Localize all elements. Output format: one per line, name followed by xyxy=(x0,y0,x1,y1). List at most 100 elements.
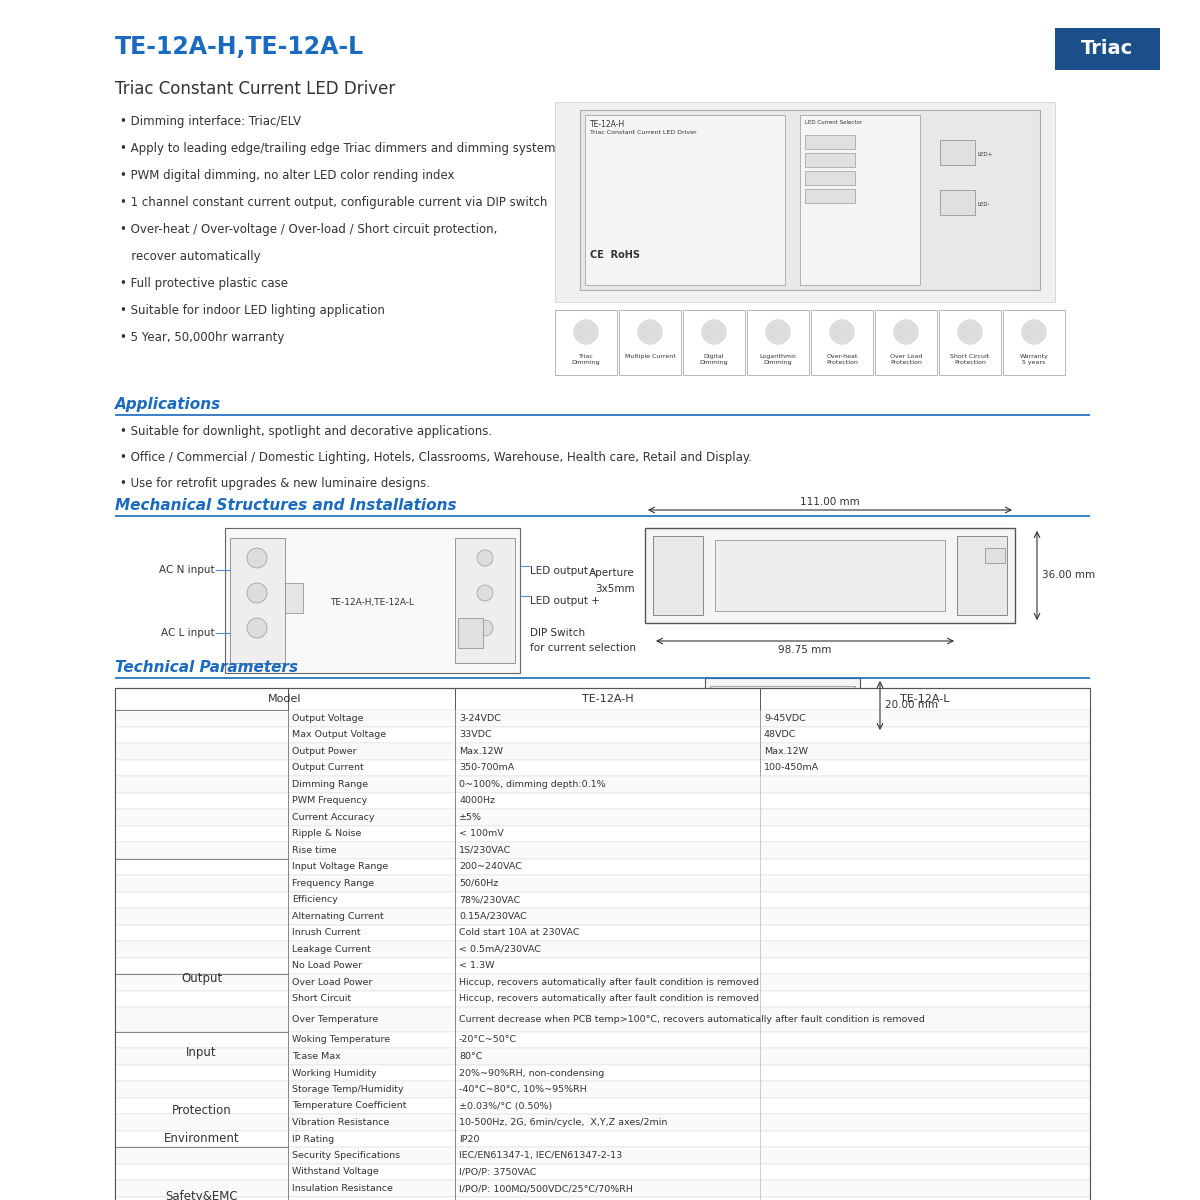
Text: for current selection: for current selection xyxy=(530,643,636,653)
Text: 0~100%, dimming depth:0.1%: 0~100%, dimming depth:0.1% xyxy=(458,780,606,788)
Text: • 1 channel constant current output, configurable current via DIP switch: • 1 channel constant current output, con… xyxy=(120,196,547,209)
Text: DIP Switch: DIP Switch xyxy=(530,628,586,638)
Bar xyxy=(115,875,1090,892)
Text: Max Output Voltage: Max Output Voltage xyxy=(292,731,386,739)
Circle shape xyxy=(894,320,918,344)
Bar xyxy=(115,958,1090,974)
Text: No Load Power: No Load Power xyxy=(292,961,362,971)
Text: Safety&EMC: Safety&EMC xyxy=(166,1190,238,1200)
Text: 10-500Hz, 2G, 6min/cycle,  X,Y,Z axes/2min: 10-500Hz, 2G, 6min/cycle, X,Y,Z axes/2mi… xyxy=(458,1118,667,1127)
Circle shape xyxy=(766,320,790,344)
Bar xyxy=(653,536,703,614)
Bar xyxy=(115,688,1090,710)
Text: Insulation Resistance: Insulation Resistance xyxy=(292,1184,392,1193)
Circle shape xyxy=(1022,320,1046,344)
Text: LED Current Selector: LED Current Selector xyxy=(805,120,862,125)
Bar xyxy=(619,310,682,374)
Text: ±0.03%/°C (0.50%): ±0.03%/°C (0.50%) xyxy=(458,1102,552,1110)
Text: 9-45VDC: 9-45VDC xyxy=(764,714,805,722)
Text: < 0.5mA/230VAC: < 0.5mA/230VAC xyxy=(458,944,541,954)
Bar xyxy=(940,140,974,164)
Text: Triac
Dimming: Triac Dimming xyxy=(571,354,600,365)
Text: 200~240VAC: 200~240VAC xyxy=(458,863,522,871)
Text: 80°C: 80°C xyxy=(458,1052,482,1061)
Text: Frequency Range: Frequency Range xyxy=(292,878,374,888)
Text: • PWM digital dimming, no alter LED color rending index: • PWM digital dimming, no alter LED colo… xyxy=(120,169,455,182)
Circle shape xyxy=(247,583,266,602)
Text: Warranty
5 years: Warranty 5 years xyxy=(1020,354,1049,365)
Bar xyxy=(811,310,874,374)
Text: Cold start 10A at 230VAC: Cold start 10A at 230VAC xyxy=(458,929,580,937)
Text: 48VDC: 48VDC xyxy=(764,731,797,739)
Text: -40°C~80°C, 10%~95%RH: -40°C~80°C, 10%~95%RH xyxy=(458,1085,587,1094)
Bar xyxy=(115,1007,1090,1032)
Text: I/PO/P: 100MΩ/500VDC/25°C/70%RH: I/PO/P: 100MΩ/500VDC/25°C/70%RH xyxy=(458,1184,632,1193)
Bar xyxy=(115,726,1090,743)
Bar xyxy=(554,102,1055,302)
Text: 20.00 mm: 20.00 mm xyxy=(886,701,938,710)
Circle shape xyxy=(830,320,854,344)
Text: Output Current: Output Current xyxy=(292,763,364,773)
Text: Temperature Coefficient: Temperature Coefficient xyxy=(292,1102,407,1110)
Text: 98.75 mm: 98.75 mm xyxy=(779,646,832,655)
Bar xyxy=(115,760,1090,776)
Text: Over Temperature: Over Temperature xyxy=(292,1015,378,1024)
Text: I/PO/P: 3750VAC: I/PO/P: 3750VAC xyxy=(458,1168,536,1176)
Text: Hiccup, recovers automatically after fault condition is removed: Hiccup, recovers automatically after fau… xyxy=(458,978,760,986)
Bar xyxy=(985,548,1006,563)
Text: Current Accuracy: Current Accuracy xyxy=(292,812,374,822)
Bar xyxy=(875,310,937,374)
Bar xyxy=(115,809,1090,826)
Text: 78%/230VAC: 78%/230VAC xyxy=(458,895,521,905)
Bar xyxy=(115,1064,1090,1081)
Text: Output Power: Output Power xyxy=(292,746,356,756)
Text: recover automatically: recover automatically xyxy=(120,250,260,263)
Bar xyxy=(458,618,482,648)
Bar xyxy=(115,1081,1090,1098)
Bar xyxy=(715,540,946,611)
Text: • Use for retrofit upgrades & new luminaire designs.: • Use for retrofit upgrades & new lumina… xyxy=(120,476,430,490)
Bar xyxy=(805,152,854,167)
Text: Current decrease when PCB temp>100°C, recovers automatically after fault conditi: Current decrease when PCB temp>100°C, re… xyxy=(458,1015,925,1024)
Text: Short Circuit: Short Circuit xyxy=(292,995,352,1003)
Text: Woking Temperature: Woking Temperature xyxy=(292,1036,390,1044)
Text: CE  RoHS: CE RoHS xyxy=(590,250,640,260)
Bar xyxy=(286,583,302,613)
Text: • Suitable for downlight, spotlight and decorative applications.: • Suitable for downlight, spotlight and … xyxy=(120,425,492,438)
Bar xyxy=(115,1147,1090,1164)
Text: Multiple Current: Multiple Current xyxy=(625,354,676,359)
Text: Environment: Environment xyxy=(163,1133,239,1146)
Text: LED+: LED+ xyxy=(978,152,994,157)
Text: PWM Frequency: PWM Frequency xyxy=(292,797,367,805)
Text: Input: Input xyxy=(186,1046,217,1058)
Bar xyxy=(115,1032,1090,1049)
Text: IP Rating: IP Rating xyxy=(292,1134,334,1144)
Text: Max.12W: Max.12W xyxy=(458,746,503,756)
Text: Inrush Current: Inrush Current xyxy=(292,929,361,937)
Text: Digital
Dimming: Digital Dimming xyxy=(700,354,728,365)
Bar xyxy=(115,792,1090,809)
Bar xyxy=(115,688,1090,1200)
Text: 350-700mA: 350-700mA xyxy=(458,763,515,773)
Text: LED-: LED- xyxy=(978,202,991,206)
Text: Input Voltage Range: Input Voltage Range xyxy=(292,863,389,871)
Bar xyxy=(1003,310,1066,374)
Bar xyxy=(115,858,1090,875)
Bar xyxy=(115,1115,1090,1130)
Bar xyxy=(805,170,854,185)
Bar xyxy=(115,1130,1090,1147)
Text: Withstand Voltage: Withstand Voltage xyxy=(292,1168,379,1176)
Circle shape xyxy=(638,320,662,344)
Text: Logarithmic
Dimming: Logarithmic Dimming xyxy=(760,354,797,365)
Text: • Full protective plastic case: • Full protective plastic case xyxy=(120,277,288,290)
Bar xyxy=(580,110,1040,290)
Circle shape xyxy=(702,320,726,344)
Bar xyxy=(805,134,854,149)
Text: Triac: Triac xyxy=(1081,40,1133,59)
Text: TE-12A-H: TE-12A-H xyxy=(590,120,625,128)
Text: Leakage Current: Leakage Current xyxy=(292,944,371,954)
Text: Over-heat
Protection: Over-heat Protection xyxy=(826,354,858,365)
Text: TE-12A-H,TE-12A-L: TE-12A-H,TE-12A-L xyxy=(330,599,414,607)
Text: Hiccup, recovers automatically after fault condition is removed: Hiccup, recovers automatically after fau… xyxy=(458,995,760,1003)
Bar xyxy=(746,310,809,374)
